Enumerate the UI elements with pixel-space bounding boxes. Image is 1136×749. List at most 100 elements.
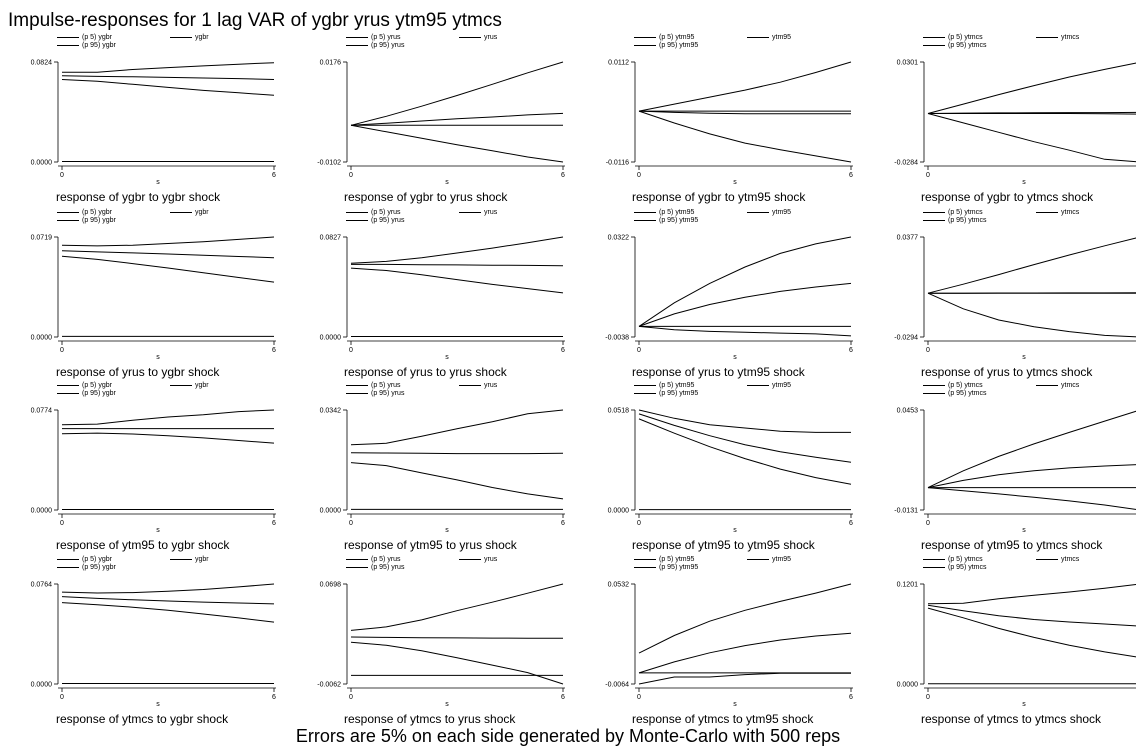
legend-swatch	[57, 392, 79, 394]
legend-label: (p 95) ygbr	[82, 390, 116, 397]
y-tick-label: 0.0719	[31, 235, 53, 242]
series-line	[638, 110, 852, 163]
irf-plot: 0.0453 -0.0131 0 s	[894, 408, 1136, 534]
y-tick-label: 0.0000	[31, 335, 53, 342]
series-line	[350, 124, 564, 163]
legend-label: (p 5) yrus	[371, 556, 401, 563]
legend-label: ygbr	[195, 556, 209, 563]
y-tick-label: -0.0102	[317, 160, 341, 167]
legend-swatch	[923, 558, 945, 560]
panel-caption: response of ygbr to ygbr shock	[56, 190, 221, 204]
legend-swatch	[346, 36, 368, 38]
x-axis-title: s	[445, 354, 449, 361]
legend-swatch	[57, 384, 79, 386]
panel-caption: response of yrus to yrus shock	[344, 365, 507, 379]
series-line	[61, 250, 275, 259]
legend-swatch	[57, 219, 79, 221]
x-axis-title: s	[1022, 527, 1026, 534]
legend-label: ytm95	[772, 209, 792, 216]
legend-swatch	[923, 36, 945, 38]
irf-panel: (p 5) ygbr ygbr (p 95) ygbr 0.0824 0.0000 0 6 s…	[0, 34, 290, 209]
legend-entry: (p 95) yrus	[346, 564, 404, 572]
series-line	[350, 409, 564, 446]
legend-label: (p 95) ytmcs	[948, 217, 987, 224]
legend-label: (p 95) ytmcs	[948, 564, 987, 571]
legend: (p 5) ytm95 ytm95 (p 95) ytm95	[577, 209, 867, 235]
legend-entry: (p 95) ygbr	[57, 564, 116, 572]
irf-plot: 0.0176 -0.0102 0 6 s	[317, 60, 565, 187]
legend-swatch	[634, 558, 656, 560]
main-title: Impulse-responses for 1 lag VAR of ygbr …	[8, 10, 502, 31]
y-tick-label: 0.0377	[897, 235, 919, 242]
irf-panel: (p 5) ygbr ygbr (p 95) ygbr 0.0774 0.0000 0 6 s…	[0, 382, 290, 557]
legend-label: yrus	[484, 556, 498, 563]
series-line	[61, 255, 275, 283]
x-tick-label: 6	[272, 172, 276, 179]
series-line	[927, 487, 1136, 510]
legend-label: (p 95) ytmcs	[948, 42, 987, 49]
y-tick-label: 0.0000	[320, 508, 342, 515]
y-tick-label: 0.0000	[31, 508, 53, 515]
legend: (p 5) ytmcs ytmcs (p 95) ytmcs	[866, 209, 1136, 235]
legend-label: (p 95) yrus	[371, 217, 405, 224]
irf-panel: (p 5) ytm95 ytm95 (p 95) ytm95 0.0322 -0.003…	[577, 209, 867, 384]
legend-swatch	[57, 558, 79, 560]
legend-entry: (p 95) ytm95	[634, 564, 698, 572]
legend-swatch	[57, 566, 79, 568]
legend-swatch	[459, 384, 481, 386]
legend-entry: ygbr	[170, 209, 209, 217]
legend-entry: (p 5) ygbr	[57, 34, 112, 42]
legend-swatch	[747, 384, 769, 386]
legend-label: ytmcs	[1061, 34, 1080, 41]
y-tick-label: 0.0453	[897, 408, 919, 415]
series-line	[638, 583, 852, 654]
legend-label: (p 5) ytmcs	[948, 556, 983, 563]
legend-swatch	[923, 44, 945, 46]
irf-panel: (p 5) ytmcs ytmcs (p 95) ytmcs 0.0453 -0.013…	[866, 382, 1136, 557]
series-line	[350, 236, 564, 264]
irf-plot: 0.0518 0.0000 0 6 s	[608, 408, 853, 535]
x-tick-label: 6	[272, 694, 276, 701]
legend-label: ytm95	[772, 34, 792, 41]
legend-swatch	[634, 219, 656, 221]
irf-plot: 0.0827 0.0000 0 6 s	[320, 235, 565, 362]
y-tick-label: 0.0000	[608, 508, 630, 515]
legend: (p 5) ytm95 ytm95 (p 95) ytm95	[577, 34, 867, 60]
x-axis-title: s	[445, 701, 449, 708]
irf-panel: (p 5) ytmcs ytmcs (p 95) ytmcs 0.1201 0.0000…	[866, 556, 1136, 731]
series-line	[927, 410, 1136, 489]
x-tick-label: 6	[561, 347, 565, 354]
legend-entry: (p 5) ytmcs	[923, 34, 983, 42]
series-line	[638, 632, 852, 674]
irf-plot: 0.0764 0.0000 0 6 s	[31, 582, 276, 709]
series-line	[927, 464, 1136, 489]
legend-entry: (p 95) ytm95	[634, 390, 698, 398]
legend-entry: (p 5) ygbr	[57, 209, 112, 217]
series-line	[350, 583, 564, 631]
legend-entry: yrus	[459, 382, 497, 390]
panel-caption: response of ytm95 to ygbr shock	[56, 538, 230, 552]
series-line	[61, 602, 275, 623]
legend-swatch	[170, 384, 192, 386]
x-axis-title: s	[1022, 179, 1026, 186]
x-axis-title: s	[733, 527, 737, 534]
legend-label: (p 5) ytm95	[659, 556, 695, 563]
legend-entry: ytm95	[747, 382, 791, 390]
legend-label: (p 95) ytm95	[659, 42, 699, 49]
y-tick-label: 0.0176	[320, 60, 342, 67]
legend-label: (p 5) ytmcs	[948, 382, 983, 389]
legend-label: (p 95) ytmcs	[948, 390, 987, 397]
series-line	[638, 413, 852, 463]
x-tick-label: 6	[849, 694, 853, 701]
legend-label: (p 5) ygbr	[82, 209, 112, 216]
legend-entry: yrus	[459, 209, 497, 217]
legend-swatch	[459, 36, 481, 38]
legend-swatch	[346, 392, 368, 394]
irf-plot: 0.0719 0.0000 0 6 s	[31, 235, 276, 362]
x-tick-label: 0	[60, 520, 64, 527]
series-line	[61, 409, 275, 426]
irf-plot: 0.0301 -0.0284 0 s	[894, 60, 1136, 186]
legend-swatch	[1036, 36, 1058, 38]
legend-label: yrus	[484, 34, 498, 41]
irf-panel: (p 5) ygbr ygbr (p 95) ygbr 0.0719 0.0000 0 6 s…	[0, 209, 290, 384]
